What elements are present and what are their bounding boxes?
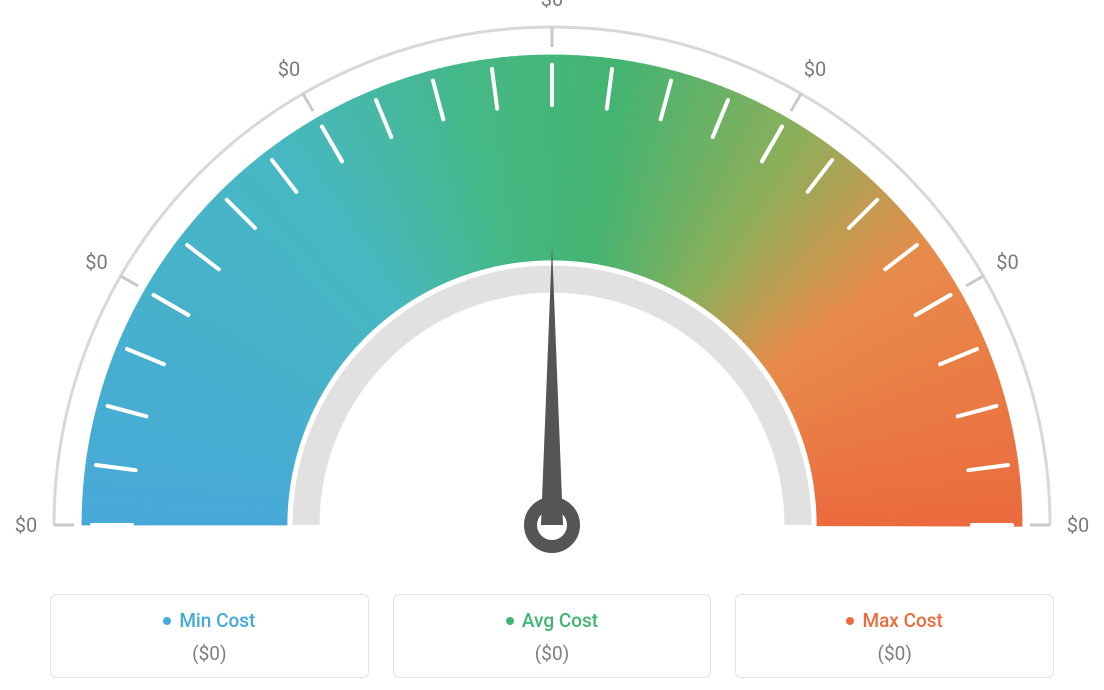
legend-value-max: ($0) [746,642,1043,665]
legend-card-min: Min Cost ($0) [50,594,369,678]
gauge-tick-label: $0 [15,513,37,537]
gauge-tick-label: $0 [1067,513,1089,537]
gauge-cost-chart: $0 $0 $0 $0 $0 $0 $0 Min Cost ($0) Avg Cost ($… [0,0,1104,690]
legend-title-text: Min Cost [179,609,255,632]
gauge-tick-label: $0 [996,250,1018,274]
dot-icon [506,617,514,625]
legend-title-text: Max Cost [862,609,942,632]
legend-title-min: Min Cost [163,609,255,632]
gauge-svg [0,0,1104,560]
gauge-tick-label: $0 [85,250,107,274]
dot-icon [846,617,854,625]
gauge-tick-label: $0 [541,0,563,11]
legend-title-text: Avg Cost [522,609,598,632]
gauge-area: $0 $0 $0 $0 $0 $0 $0 [0,0,1104,560]
gauge-tick-label: $0 [804,57,826,81]
gauge-tick-label: $0 [278,57,300,81]
legend-value-avg: ($0) [404,642,701,665]
legend-value-min: ($0) [61,642,358,665]
legend-card-max: Max Cost ($0) [735,594,1054,678]
legend-title-avg: Avg Cost [506,609,598,632]
dot-icon [163,617,171,625]
legend-row: Min Cost ($0) Avg Cost ($0) Max Cost ($0… [50,594,1054,678]
legend-title-max: Max Cost [846,609,942,632]
legend-card-avg: Avg Cost ($0) [393,594,712,678]
